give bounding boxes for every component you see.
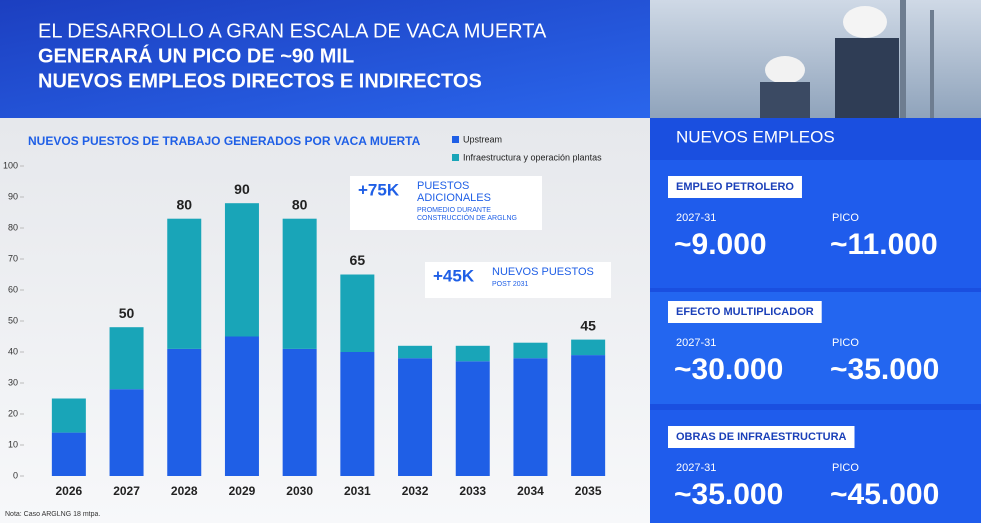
total-label: 80 (292, 196, 308, 212)
total-label: 80 (176, 196, 192, 212)
callout-value: +45K (433, 266, 475, 285)
note: Nota: Caso ARGLNG 18 mtpa. (5, 511, 100, 518)
legend-label: Infraestructura y operación plantas (463, 152, 602, 162)
bar-segment (167, 348, 202, 476)
peak-value: ~45.000 (830, 478, 939, 511)
bar-segment (513, 342, 548, 359)
peak: PICO (832, 212, 859, 224)
x-tick-label: 2033 (459, 484, 486, 498)
y-tick-label: 40 (8, 346, 18, 356)
panel-title: NUEVOS EMPLEOS (676, 127, 835, 146)
chart-title: NUEVOS PUESTOS DE TRABAJO GENERADOS POR … (28, 134, 421, 148)
peak-value: ~11.000 (830, 228, 938, 261)
bar-segment (571, 339, 606, 356)
bar-segment (109, 327, 144, 390)
period: 2027-31 (676, 337, 716, 349)
period-value: ~35.000 (674, 478, 783, 511)
callout-subtitle: PROMEDIO DURANTE (417, 207, 491, 214)
section-label-box (668, 426, 855, 448)
bar-segment (455, 361, 490, 476)
total-label: 50 (119, 305, 135, 321)
section-label-box (668, 301, 822, 323)
callout-box (425, 262, 611, 298)
peak: PICO (832, 337, 859, 349)
callout-title: NUEVOS PUESTOS (492, 266, 594, 278)
x-tick-label: 2030 (286, 484, 313, 498)
bar-segment (282, 218, 317, 349)
legend-swatch (452, 154, 459, 161)
x-tick-label: 2028 (171, 484, 198, 498)
bar-segment (51, 398, 86, 433)
section-label: EFECTO MULTIPLICADOR (676, 306, 814, 318)
x-tick-label: 2027 (113, 484, 140, 498)
bar-segment (51, 432, 86, 476)
header-bg (0, 0, 650, 118)
peak: PICO (832, 462, 859, 474)
peak-value: ~35.000 (830, 353, 939, 386)
section-label: EMPLEO PETROLERO (676, 181, 794, 193)
period-value: ~9.000 (674, 228, 767, 261)
bar-segment (224, 336, 259, 476)
bar-segment (571, 355, 606, 476)
total-label: 65 (350, 252, 366, 268)
bar-segment (282, 348, 317, 476)
total-label: 45 (580, 317, 596, 333)
callout-box (350, 176, 542, 230)
chart-bg (0, 118, 650, 523)
bar-segment (109, 389, 144, 476)
y-tick-label: 20 (8, 408, 18, 418)
section-label: OBRAS DE INFRAESTRUCTURA (676, 431, 847, 443)
y-tick-label: 10 (8, 439, 18, 449)
callout-subtitle: POST 2031 (492, 281, 529, 288)
legend-swatch (452, 136, 459, 143)
header-line: EL DESARROLLO A GRAN ESCALA DE VACA MUER… (38, 20, 547, 42)
x-tick-label: 2035 (575, 484, 602, 498)
legend-label: Upstream (463, 134, 502, 144)
photo-figures (760, 0, 934, 118)
x-tick-label: 2029 (229, 484, 256, 498)
period-value: ~30.000 (674, 353, 783, 386)
callout-value: +75K (358, 180, 400, 199)
x-tick-label: 2032 (402, 484, 429, 498)
y-tick-label: 0 (13, 470, 18, 480)
bar-segment (398, 345, 433, 359)
bar-segment (398, 358, 433, 476)
bar-segment (513, 358, 548, 476)
y-tick-label: 30 (8, 377, 18, 387)
bar-segment (455, 345, 490, 362)
x-tick-label: 2031 (344, 484, 371, 498)
callout-subtitle: CONSTRUCCIÓN DE ARGLNG (417, 213, 517, 222)
period: 2027-31 (676, 462, 716, 474)
section-label-box (668, 176, 802, 198)
callout-title: ADICIONALES (417, 192, 491, 204)
y-tick-label: 70 (8, 253, 18, 263)
period: 2027-31 (676, 212, 716, 224)
y-tick-label: 100 (3, 160, 18, 170)
bar-segment (224, 203, 259, 337)
header-line: NUEVOS EMPLEOS DIRECTOS E INDIRECTOS (38, 70, 482, 92)
y-tick-label: 50 (8, 315, 18, 325)
photo (650, 0, 981, 118)
x-tick-label: 2034 (517, 484, 544, 498)
bar-segment (167, 218, 202, 349)
y-tick-label: 60 (8, 284, 18, 294)
y-tick-label: 90 (8, 191, 18, 201)
total-label: 90 (234, 181, 250, 197)
header-line: GENERARÁ UN PICO DE ~90 MIL (38, 44, 354, 67)
callout-title: PUESTOS (417, 180, 469, 192)
y-tick-label: 80 (8, 222, 18, 232)
x-tick-label: 2026 (55, 484, 82, 498)
bar-segment (340, 352, 375, 476)
bar-segment (340, 274, 375, 352)
